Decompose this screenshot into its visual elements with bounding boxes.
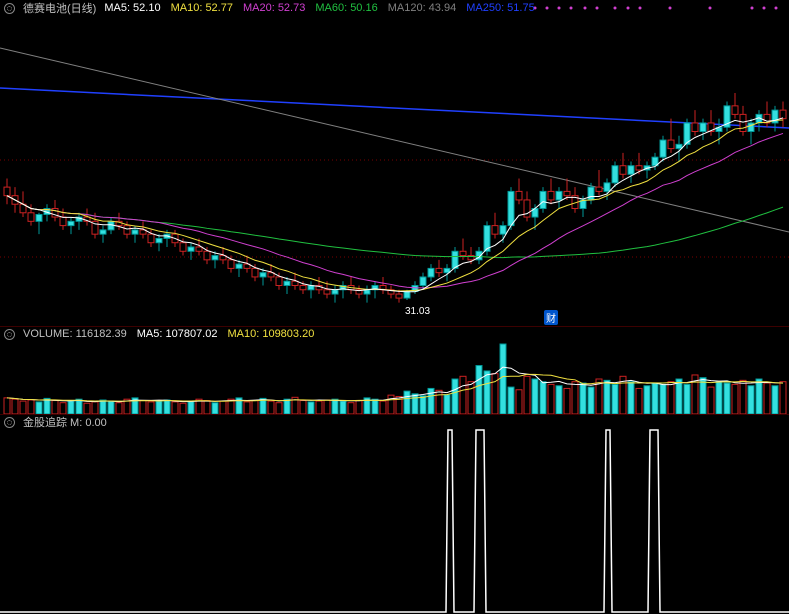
ma-indicator: MA20: 52.73 bbox=[243, 2, 305, 14]
news-badge[interactable]: 财 bbox=[544, 310, 558, 325]
ma-indicator-row: MA5: 52.10 MA10: 52.77 MA20: 52.73 MA60: 50… bbox=[104, 2, 534, 14]
stock-title: 德赛电池(日线) bbox=[23, 0, 96, 16]
tracker-label: 金股追踪 M: 0.00 bbox=[23, 414, 107, 430]
tracker-panel[interactable]: 金股追踪 M: 0.00 bbox=[0, 414, 789, 614]
price-chart[interactable] bbox=[0, 0, 789, 326]
price-panel[interactable]: 德赛电池(日线) MA5: 52.10 MA10: 52.77 MA20: 52.7… bbox=[0, 0, 789, 326]
ma-indicator: MA60: 50.16 bbox=[315, 2, 377, 14]
tracker-header: 金股追踪 M: 0.00 bbox=[0, 414, 107, 430]
ma-indicator: MA120: 43.94 bbox=[388, 2, 457, 14]
volume-header: VOLUME: 116182.39 MA5: 107807.02 MA10: 109… bbox=[0, 326, 314, 342]
ma-indicator: MA250: 51.75 bbox=[466, 2, 535, 14]
ma-indicator: MA10: 52.77 bbox=[171, 2, 233, 14]
gear-icon[interactable] bbox=[4, 329, 15, 340]
gear-icon[interactable] bbox=[4, 417, 15, 428]
volume-label-row: VOLUME: 116182.39 MA5: 107807.02 MA10: 109… bbox=[23, 328, 314, 340]
ma-indicator: MA5: 52.10 bbox=[104, 2, 160, 14]
low-price-annotation: 31.03 bbox=[405, 306, 430, 317]
volume-indicator: MA10: 109803.20 bbox=[227, 328, 314, 340]
price-header: 德赛电池(日线) MA5: 52.10 MA10: 52.77 MA20: 52.7… bbox=[0, 0, 535, 16]
volume-indicator: MA5: 107807.02 bbox=[137, 328, 218, 340]
tracker-chart[interactable] bbox=[0, 414, 789, 614]
volume-panel[interactable]: VOLUME: 116182.39 MA5: 107807.02 MA10: 109… bbox=[0, 326, 789, 414]
volume-indicator: VOLUME: 116182.39 bbox=[23, 328, 127, 340]
gear-icon[interactable] bbox=[4, 3, 15, 14]
